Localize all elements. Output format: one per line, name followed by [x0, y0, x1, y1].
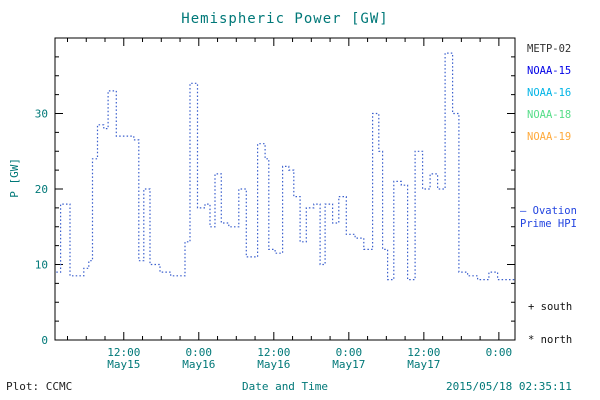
y-tick-label: 10 — [35, 259, 48, 272]
x-axis-label: Date and Time — [241, 380, 329, 393]
y-axis-label: P [GW] — [8, 158, 21, 198]
legend-item-noaa-15: NOAA-15 — [527, 65, 572, 77]
south-marker-key: + south — [528, 301, 573, 313]
x-tick-time-label: 0:00 — [486, 346, 513, 359]
plot-frame — [54, 37, 516, 341]
x-tick-time-label: 0:00 — [336, 346, 363, 359]
legend-item-noaa-16: NOAA-16 — [527, 87, 572, 99]
y-tick-label: 20 — [35, 183, 48, 196]
legend: METP-02 NOAA-15 NOAA-16 NOAA-18 NOAA-19 — [527, 42, 571, 152]
x-tick-date-label: May16 — [257, 358, 290, 371]
plot-timestamp: 2015/05/18 02:35:11 — [446, 380, 572, 393]
legend-item-metp-02: METP-02 — [527, 43, 572, 55]
north-marker-key: * north — [528, 334, 573, 346]
x-tick-time-label: 12:00 — [257, 346, 290, 359]
y-tick-label: 30 — [35, 108, 48, 121]
ovation-prime-hpi-label: — Ovation Prime HPI — [520, 205, 577, 231]
x-tick-date-label: May17 — [332, 358, 365, 371]
x-tick-time-label: 12:00 — [107, 346, 140, 359]
x-tick-time-label: 0:00 — [186, 346, 213, 359]
x-tick-date-label: May16 — [182, 358, 215, 371]
x-tick-date-label: May15 — [107, 358, 140, 371]
legend-item-noaa-19: NOAA-19 — [527, 131, 572, 143]
legend-item-noaa-18: NOAA-18 — [527, 109, 572, 121]
ovation-line-sample: — Ovation — [520, 205, 577, 217]
chart-title: Hemispheric Power [GW] — [181, 11, 389, 27]
hpi-step-line — [56, 52, 515, 281]
x-tick-date-label: May17 — [407, 358, 440, 371]
x-tick-time-label: 12:00 — [407, 346, 440, 359]
y-tick-label: 0 — [41, 334, 48, 347]
ovation-label-line2: Prime HPI — [520, 218, 577, 230]
plot-credit: Plot: CCMC — [6, 380, 73, 393]
